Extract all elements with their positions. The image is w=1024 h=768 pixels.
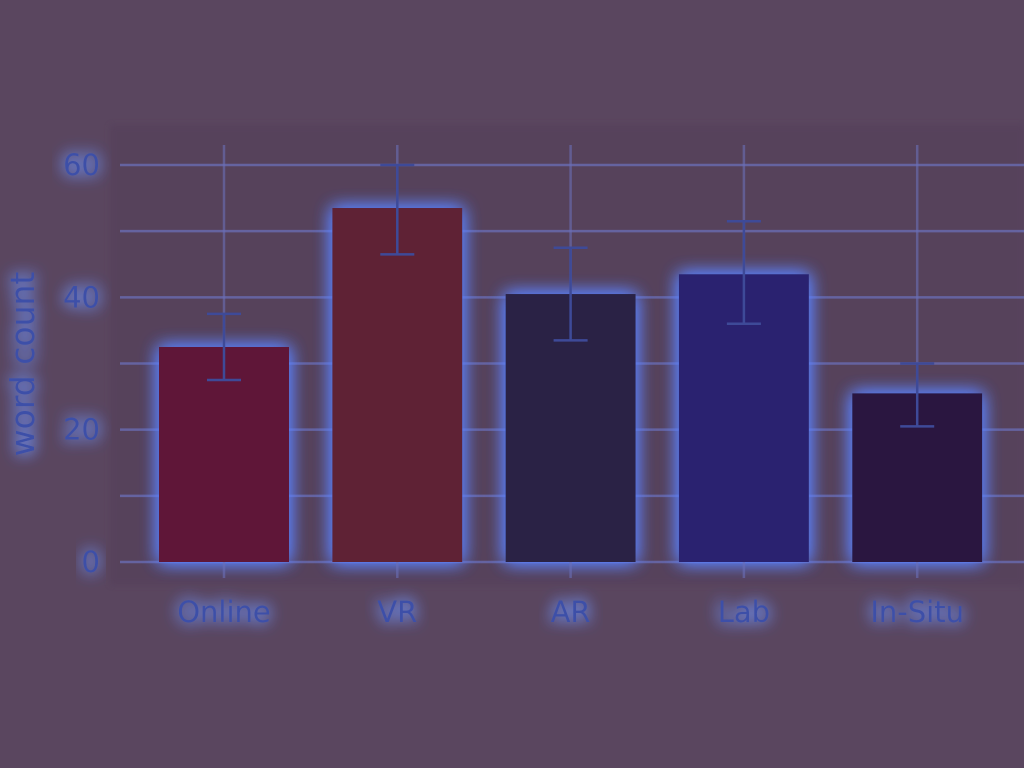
y-tick-label: 0 <box>82 545 100 579</box>
error-bars <box>207 163 935 428</box>
y-tick-labels: 0 20 40 60 <box>63 148 100 579</box>
x-tick-label: In-Situ <box>870 595 964 629</box>
error-bar-lab <box>726 219 761 326</box>
bar-vr <box>332 208 463 562</box>
y-tick-label: 60 <box>63 148 100 182</box>
y-tick-label: 20 <box>63 413 100 447</box>
x-tick-labels: Online VR AR Lab In-Situ <box>177 562 964 629</box>
y-tick-label: 40 <box>63 280 100 314</box>
x-tick-label: Online <box>177 595 271 629</box>
error-bar-online <box>207 312 241 382</box>
bar-online <box>159 346 289 562</box>
error-bar-vr <box>380 163 415 256</box>
y-axis-title: word count <box>3 272 42 457</box>
x-tick-label: AR <box>551 595 591 629</box>
x-tick-label: VR <box>377 595 417 629</box>
x-tick-label: Lab <box>718 595 770 629</box>
error-bar-ar <box>553 246 588 342</box>
error-bar-in-situ <box>900 362 935 428</box>
